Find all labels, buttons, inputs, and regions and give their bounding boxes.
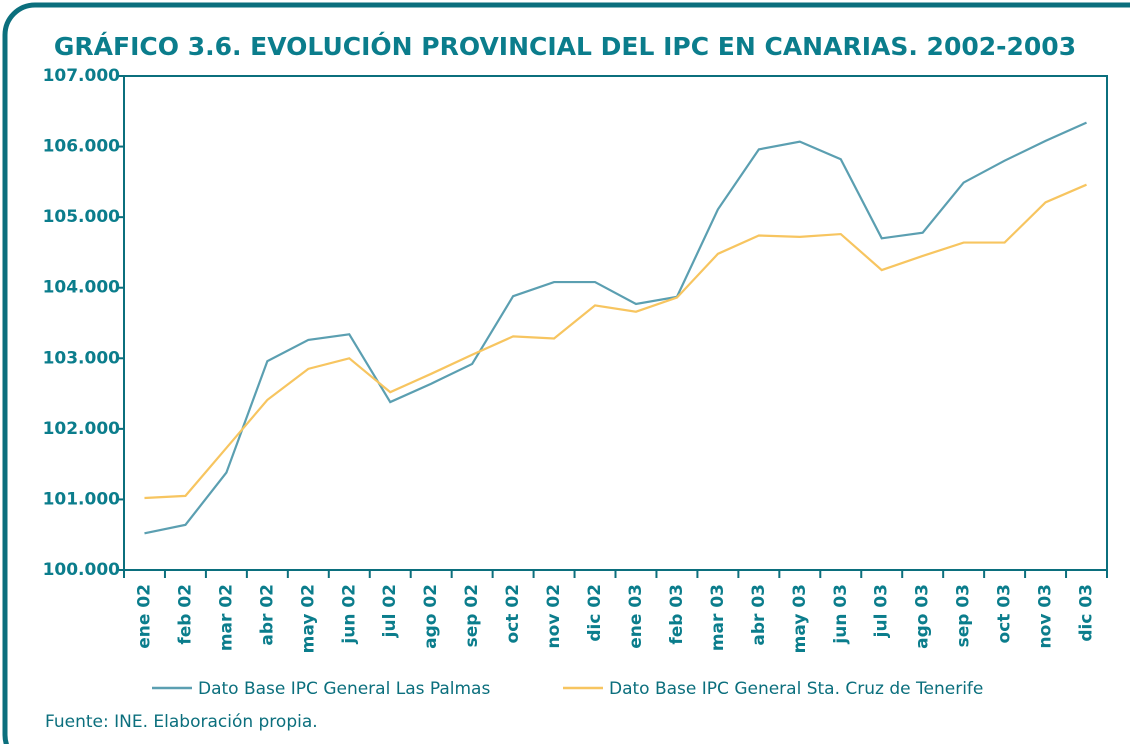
chart-title: GRÁFICO 3.6. EVOLUCIÓN PROVINCIAL DEL IP… bbox=[54, 31, 1076, 61]
x-tick-label: jun 03 bbox=[831, 584, 851, 645]
x-tick-label: mar 02 bbox=[216, 584, 236, 651]
x-tick-label: sep 02 bbox=[462, 584, 482, 647]
x-tick-label: ago 03 bbox=[913, 584, 933, 649]
x-tick-label: ene 02 bbox=[134, 584, 154, 649]
x-tick-label: ago 02 bbox=[421, 584, 441, 649]
legend-label: Dato Base IPC General Las Palmas bbox=[198, 679, 490, 699]
legend-label: Dato Base IPC General Sta. Cruz de Tener… bbox=[609, 679, 983, 699]
x-tick-label: may 03 bbox=[790, 584, 810, 653]
source: Fuente: INE. Elaboración propia. bbox=[45, 712, 318, 732]
series-line bbox=[144, 121, 1087, 535]
x-tick-label: dic 03 bbox=[1077, 584, 1097, 642]
x-tick-label: abr 02 bbox=[257, 584, 277, 646]
y-tick-label: 107.000 bbox=[43, 66, 121, 86]
x-tick-label: feb 02 bbox=[175, 584, 195, 645]
x-tick-label: oct 02 bbox=[503, 584, 523, 643]
y-tick-label: 100.000 bbox=[43, 560, 121, 580]
y-tick-label: 103.000 bbox=[43, 348, 121, 368]
plot-area bbox=[123, 75, 1108, 571]
x-tick-label: dic 02 bbox=[585, 584, 605, 642]
x-tick-label: mar 03 bbox=[708, 584, 728, 651]
x-tick-label: feb 03 bbox=[667, 584, 687, 645]
y-tick-label: 102.000 bbox=[43, 419, 121, 439]
x-tick-label: abr 03 bbox=[749, 584, 769, 646]
y-tick-label: 106.000 bbox=[43, 137, 121, 157]
y-tick-label: 105.000 bbox=[43, 207, 121, 227]
x-tick-label: jul 02 bbox=[380, 584, 400, 638]
x-tick-label: oct 03 bbox=[995, 584, 1015, 643]
x-tick-label: sep 03 bbox=[954, 584, 974, 647]
x-tick-label: jun 02 bbox=[339, 584, 359, 645]
x-tick-label: jul 03 bbox=[872, 584, 892, 638]
x-tick-label: may 02 bbox=[298, 584, 318, 653]
x-tick-label: ene 03 bbox=[626, 584, 646, 649]
x-tick-label: nov 03 bbox=[1036, 584, 1056, 648]
x-tick-label: nov 02 bbox=[544, 584, 564, 648]
y-tick-label: 104.000 bbox=[43, 278, 121, 298]
series-line bbox=[144, 183, 1087, 500]
y-tick-label: 101.000 bbox=[43, 489, 121, 509]
